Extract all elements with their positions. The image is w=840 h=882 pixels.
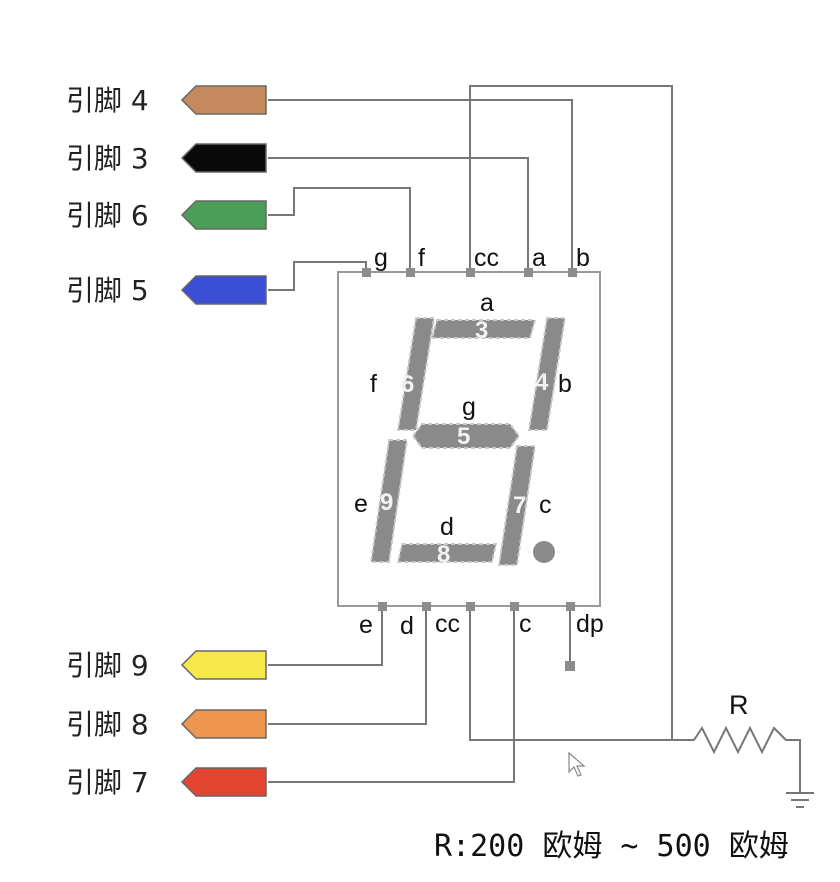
segments (369, 317, 567, 566)
top-terminal-a: a (532, 244, 546, 272)
segment-f (396, 317, 436, 431)
wire-pin5-to-g (268, 261, 367, 291)
connector-pin7-label: 引脚 7 (66, 766, 149, 799)
top-pad-cc (466, 268, 475, 277)
wire-pin3-to-a (268, 157, 529, 272)
wire-top-cc-to-r (469, 85, 673, 740)
bottom-terminal-c: c (519, 610, 532, 638)
top-pad-f (406, 268, 415, 277)
segment-b-number: 4 (535, 369, 549, 396)
wire-pin4-to-b (268, 99, 573, 272)
connector-pin5-label: 引脚 5 (66, 274, 149, 307)
segment-numbers: 3 4 7 8 9 6 5 (380, 317, 549, 568)
top-terminal-cc: cc (474, 244, 499, 272)
top-pad-g (362, 268, 371, 277)
connector-pin6 (180, 200, 267, 230)
resistor-zigzag (693, 725, 801, 792)
bottom-pad-dp (566, 602, 575, 611)
wire-pin9-to-e (268, 606, 383, 666)
wires (268, 85, 694, 783)
connector-pin4-label: 引脚 4 (66, 84, 149, 117)
segment-c-number: 7 (513, 492, 526, 519)
mouse-cursor-icon (568, 751, 586, 777)
segment-b (527, 317, 567, 431)
segment-d (396, 543, 498, 563)
top-terminals: g f cc a b (362, 244, 590, 277)
connectors (180, 85, 267, 797)
wire-pin6-to-f (268, 187, 411, 272)
top-pad-a (524, 268, 533, 277)
bottom-pad-e (378, 602, 387, 611)
segment-d-letter: d (440, 513, 454, 541)
segment-a-number: 3 (475, 317, 488, 344)
bottom-terminals: e d cc c dp (359, 602, 604, 640)
connector-labels: 引脚 4 引脚 3 引脚 6 引脚 5 引脚 9 引脚 8 引脚 7 (66, 84, 149, 799)
ground-symbol (786, 792, 814, 808)
bottom-pad-cc (466, 602, 475, 611)
resistance-range-note: R:200 欧姆 ~ 500 欧姆 (434, 829, 789, 864)
segment-letters: a b c d e f g (354, 289, 572, 541)
segment-g (411, 423, 521, 449)
segment-e (369, 439, 409, 563)
segment-a-letter: a (480, 289, 494, 317)
connector-pin6-label: 引脚 6 (66, 199, 149, 232)
segment-e-letter: e (354, 490, 368, 518)
segment-a (430, 319, 537, 339)
connector-pin9-label: 引脚 9 (66, 649, 149, 682)
decimal-point (533, 541, 555, 563)
segment-f-letter: f (370, 370, 377, 398)
top-pad-b (568, 268, 577, 277)
connector-pin5 (180, 275, 267, 305)
connector-pin8 (180, 709, 267, 739)
segment-c (497, 445, 537, 566)
resistor-label: R (729, 690, 749, 720)
connector-pin3-label: 引脚 3 (66, 142, 149, 175)
wire-pin8-to-d (268, 606, 427, 725)
connector-pin8-label: 引脚 8 (66, 708, 149, 741)
connector-pin9 (180, 650, 267, 680)
segment-g-letter: g (462, 393, 476, 421)
dp-stub-pad (565, 661, 575, 671)
connector-pin7 (180, 767, 267, 797)
connector-pin4 (180, 85, 267, 115)
bottom-terminal-e: e (359, 611, 373, 639)
bottom-pad-d (422, 602, 431, 611)
bottom-terminal-cc: cc (435, 610, 460, 638)
wire-bottom-cc-to-r (469, 606, 694, 741)
segment-c-letter: c (539, 491, 552, 519)
segment-e-number: 9 (380, 489, 393, 516)
bottom-terminal-d: d (400, 612, 414, 640)
segment-d-number: 8 (437, 541, 450, 568)
segment-b-letter: b (558, 370, 572, 398)
connector-pin3 (180, 143, 267, 173)
segment-f-number: 6 (401, 371, 414, 398)
top-terminal-g: g (374, 244, 388, 272)
wire-pin7-to-c (268, 606, 515, 783)
top-terminal-b: b (576, 244, 590, 272)
bottom-pad-c (510, 602, 519, 611)
bottom-terminal-dp: dp (576, 610, 604, 638)
segment-g-number: 5 (457, 423, 470, 450)
resistor: R (693, 690, 801, 792)
top-terminal-f: f (418, 244, 425, 272)
